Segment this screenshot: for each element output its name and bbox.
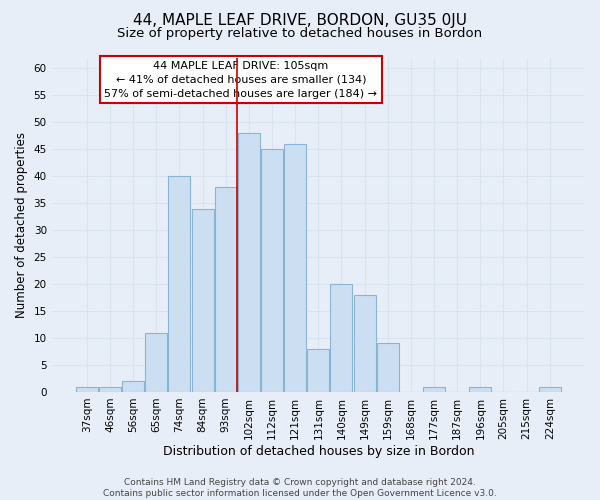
Bar xyxy=(423,386,445,392)
Bar xyxy=(331,284,352,392)
Text: Size of property relative to detached houses in Bordon: Size of property relative to detached ho… xyxy=(118,28,482,40)
Bar xyxy=(353,295,376,392)
Text: Contains HM Land Registry data © Crown copyright and database right 2024.
Contai: Contains HM Land Registry data © Crown c… xyxy=(103,478,497,498)
Text: 44 MAPLE LEAF DRIVE: 105sqm
← 41% of detached houses are smaller (134)
57% of se: 44 MAPLE LEAF DRIVE: 105sqm ← 41% of det… xyxy=(104,61,377,99)
X-axis label: Distribution of detached houses by size in Bordon: Distribution of detached houses by size … xyxy=(163,444,474,458)
Bar xyxy=(539,386,561,392)
Bar xyxy=(76,386,98,392)
Bar xyxy=(238,133,260,392)
Bar xyxy=(99,386,121,392)
Bar xyxy=(169,176,190,392)
Bar xyxy=(191,208,214,392)
Text: 44, MAPLE LEAF DRIVE, BORDON, GU35 0JU: 44, MAPLE LEAF DRIVE, BORDON, GU35 0JU xyxy=(133,12,467,28)
Bar xyxy=(122,381,144,392)
Bar xyxy=(307,349,329,392)
Bar xyxy=(215,187,237,392)
Bar xyxy=(377,344,399,392)
Bar xyxy=(145,332,167,392)
Bar xyxy=(284,144,306,392)
Bar xyxy=(469,386,491,392)
Y-axis label: Number of detached properties: Number of detached properties xyxy=(15,132,28,318)
Bar xyxy=(261,149,283,392)
